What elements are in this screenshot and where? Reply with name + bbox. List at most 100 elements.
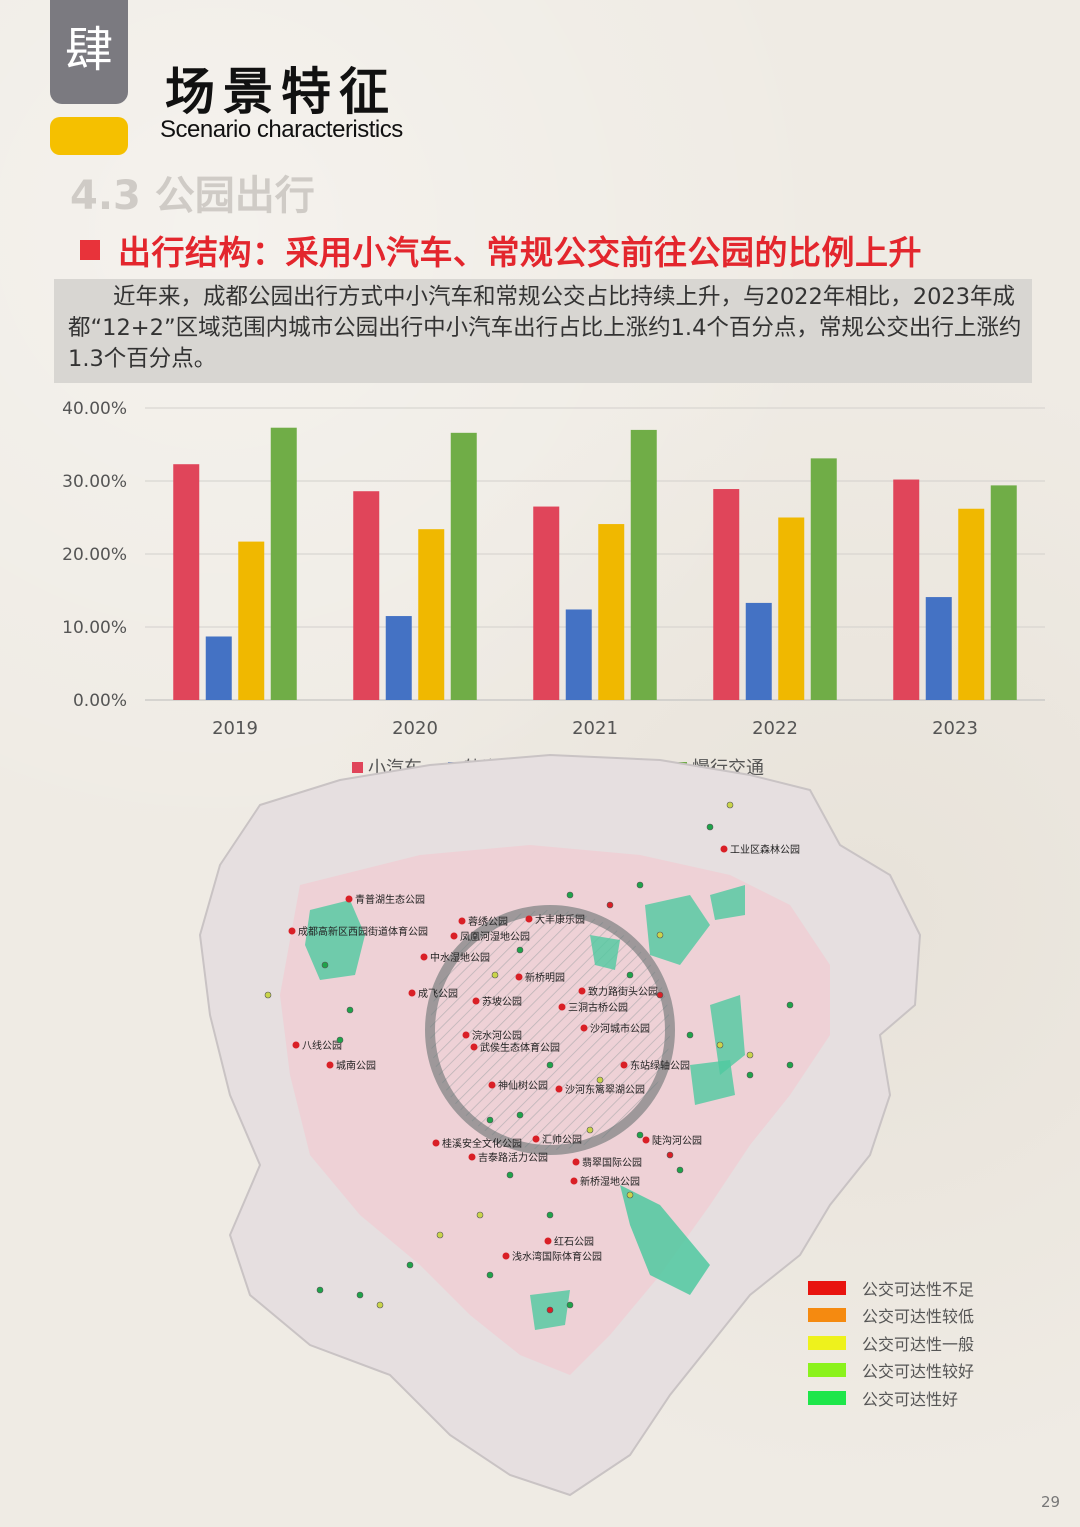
accessibility-dot [516, 1111, 524, 1119]
park-marker [432, 1139, 440, 1147]
accessibility-dot [546, 1211, 554, 1219]
accessibility-dot [566, 1301, 574, 1309]
park-marker [572, 1158, 580, 1166]
x-tick-label: 2020 [392, 718, 438, 739]
legend-swatch [808, 1308, 846, 1323]
park-label: 八线公园 [302, 1039, 342, 1052]
park-marker [620, 1061, 628, 1069]
legend-label: 公交可达性较低 [862, 1307, 975, 1327]
bar [353, 491, 380, 700]
park-label: 工业区森林公园 [730, 843, 800, 856]
bar [418, 529, 445, 700]
park-marker [544, 1237, 552, 1245]
accessibility-dot [546, 1061, 554, 1069]
accessibility-dot [486, 1116, 494, 1124]
bar [925, 597, 952, 700]
legend-label: 公交可达性不足 [862, 1279, 975, 1299]
map-legend-item: 公交可达性不足 [808, 1274, 1008, 1302]
park-marker [525, 915, 533, 923]
park-label: 浅水湾国际体育公园 [512, 1250, 602, 1263]
park-marker [555, 1085, 563, 1093]
accessibility-dot [686, 1031, 694, 1039]
park-marker [580, 1024, 588, 1032]
legend-swatch [808, 1280, 846, 1295]
park-marker [468, 1153, 476, 1161]
green-park [590, 935, 620, 970]
bar [450, 432, 477, 700]
accessibility-dot [566, 891, 574, 899]
park-marker [470, 1043, 478, 1051]
green-park [710, 885, 745, 920]
park-label: 翡翠国际公园 [582, 1156, 642, 1169]
park-label: 桂溪安全文化公园 [442, 1137, 522, 1150]
accessibility-dot [486, 1271, 494, 1279]
accessibility-dot [786, 1001, 794, 1009]
bar [385, 616, 412, 700]
park-label: 陡沟河公园 [652, 1134, 702, 1147]
bar [990, 485, 1017, 700]
accessibility-dot [676, 1166, 684, 1174]
park-marker [472, 997, 480, 1005]
accessibility-dot [706, 823, 714, 831]
accessibility-dot [264, 991, 272, 999]
accessibility-dot [346, 1006, 354, 1014]
park-marker [408, 989, 416, 997]
park-label: 新桥湿地公园 [580, 1175, 640, 1188]
park-label: 吉泰路活力公园 [478, 1151, 548, 1164]
accessibility-dot [546, 1306, 554, 1314]
green-park [710, 995, 745, 1075]
legend-swatch [352, 762, 363, 773]
park-label: 蓉绣公园 [468, 915, 508, 928]
park-label: 汇帅公园 [542, 1133, 582, 1146]
x-tick-label: 2021 [572, 718, 618, 739]
park-label: 三洞古桥公园 [568, 1001, 628, 1014]
accessibility-dot [786, 1061, 794, 1069]
legend-label: 公交可达性一般 [862, 1334, 975, 1354]
green-park [645, 895, 710, 965]
x-tick-label: 2019 [212, 718, 258, 739]
park-label: 武侯生态体育公园 [480, 1041, 560, 1054]
park-label: 东站绿轴公园 [630, 1059, 690, 1072]
accessibility-dot [506, 1171, 514, 1179]
park-label: 成都高新区西园街道体育公园 [298, 925, 428, 938]
park-label: 新桥明园 [525, 971, 565, 984]
y-tick-label: 40.00% [62, 399, 127, 419]
accessibility-dot [656, 931, 664, 939]
accessibility-dot [316, 1286, 324, 1294]
bullet-square-icon [80, 240, 100, 260]
accessibility-dot [321, 961, 329, 969]
bar [630, 429, 657, 700]
accessibility-dot [376, 1301, 384, 1309]
accessibility-dot [596, 1076, 604, 1084]
legend-label: 公交可达性好 [862, 1389, 959, 1409]
park-marker [720, 845, 728, 853]
y-tick-label: 20.00% [62, 545, 127, 565]
park-marker [642, 1136, 650, 1144]
accent-pill [50, 117, 128, 155]
x-tick-label: 2023 [932, 718, 978, 739]
accessibility-dot [726, 801, 734, 809]
legend-swatch [808, 1335, 846, 1350]
accessibility-dot [406, 1261, 414, 1269]
park-marker [578, 987, 586, 995]
accessibility-dot [656, 991, 664, 999]
y-tick-label: 0.00% [73, 691, 127, 711]
x-tick-label: 2022 [752, 718, 798, 739]
park-label: 浣水河公园 [472, 1029, 522, 1042]
accessibility-dot [516, 946, 524, 954]
park-marker [488, 1081, 496, 1089]
bar [810, 458, 837, 700]
subheading: 出行结构：采用小汽车、常规公交前往公园的比例上升 [80, 226, 922, 274]
park-label: 神仙树公园 [498, 1079, 548, 1092]
bar [893, 479, 920, 700]
bar [598, 524, 625, 700]
accessibility-dot [356, 1291, 364, 1299]
park-marker [570, 1177, 578, 1185]
bar [745, 602, 772, 700]
bar [713, 489, 740, 700]
accessibility-dot [336, 1036, 344, 1044]
park-marker [462, 1031, 470, 1039]
park-marker [345, 895, 353, 903]
accessibility-dot [666, 1151, 674, 1159]
park-label: 大丰康乐园 [535, 913, 585, 926]
